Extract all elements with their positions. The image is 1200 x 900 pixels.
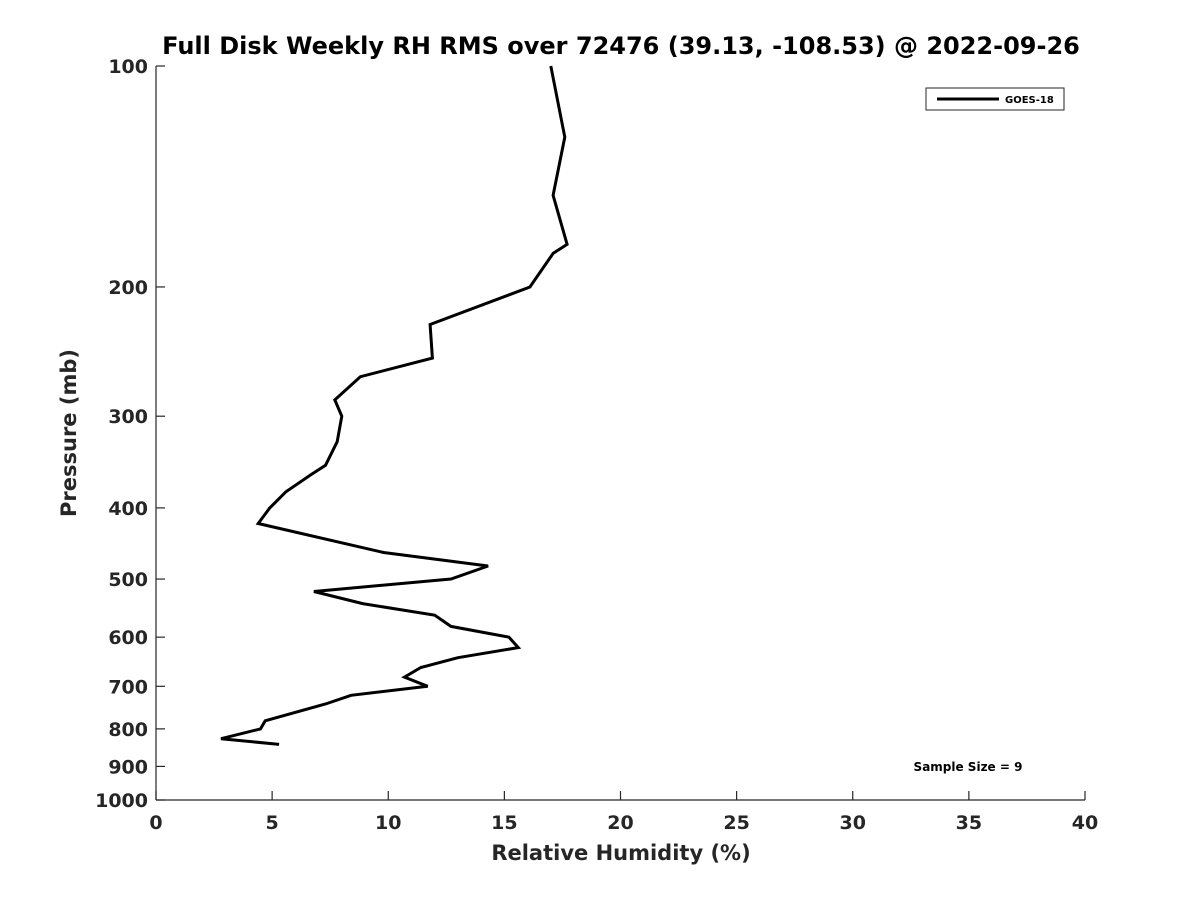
- x-tick-label: 5: [266, 812, 279, 834]
- y-tick-label: 300: [108, 406, 148, 428]
- chart-title: Full Disk Weekly RH RMS over 72476 (39.1…: [162, 32, 1080, 60]
- x-axis-label: Relative Humidity (%): [491, 841, 750, 865]
- y-tick-label: 1000: [95, 790, 148, 812]
- x-tick-label: 20: [607, 812, 633, 834]
- x-tick-label: 40: [1072, 812, 1098, 834]
- y-tick-label: 500: [108, 569, 148, 591]
- x-axis-ticks: 0 5 10 15 20 25 30 35 40: [149, 791, 1098, 834]
- sample-size-annotation: Sample Size = 9: [914, 760, 1023, 774]
- series-layer: [220, 65, 569, 746]
- x-tick-label: 15: [491, 812, 517, 834]
- y-axis-ticks: 100 200 300 400 500 600 700 800 900 1000: [95, 56, 165, 812]
- y-tick-label: 200: [108, 277, 148, 299]
- series-line-goes-18: [220, 65, 569, 746]
- x-tick-label: 35: [956, 812, 982, 834]
- legend-label-goes-18: GOES-18: [1005, 95, 1054, 106]
- y-tick-label: 900: [108, 756, 148, 778]
- y-tick-label: 600: [108, 627, 148, 649]
- y-axis-label: Pressure (mb): [57, 349, 81, 517]
- x-tick-label: 30: [840, 812, 866, 834]
- y-tick-label: 800: [108, 719, 148, 741]
- legend: GOES-18: [925, 87, 1065, 111]
- x-tick-label: 0: [149, 812, 162, 834]
- y-tick-label: 100: [108, 56, 148, 78]
- x-tick-label: 10: [375, 812, 401, 834]
- y-tick-label: 700: [108, 676, 148, 698]
- y-tick-label: 400: [108, 498, 148, 520]
- x-tick-label: 25: [723, 812, 749, 834]
